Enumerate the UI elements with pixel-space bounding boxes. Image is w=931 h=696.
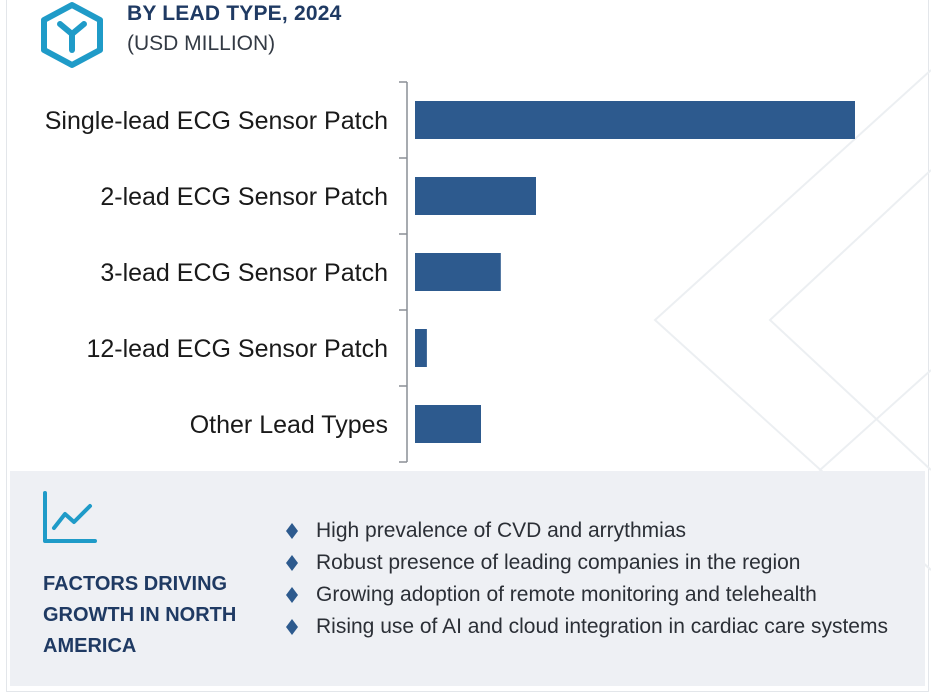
factor-text: Growing adoption of remote monitoring an… <box>316 583 817 606</box>
diamond-bullet-icon <box>286 555 298 571</box>
bar <box>415 177 536 215</box>
bar <box>415 101 855 139</box>
factor-item: Rising use of AI and cloud integration i… <box>284 611 894 643</box>
category-label: 2-lead ECG Sensor Patch <box>100 183 388 211</box>
chart-subtitle: (USD MILLION) <box>127 32 276 55</box>
diamond-bullet-icon <box>286 523 298 539</box>
bar <box>415 405 481 443</box>
category-label: Single-lead ECG Sensor Patch <box>45 107 388 135</box>
chart-title: BY LEAD TYPE, 2024 <box>127 2 342 25</box>
category-label: 12-lead ECG Sensor Patch <box>86 335 388 363</box>
category-label: 3-lead ECG Sensor Patch <box>100 259 388 287</box>
factors-list: High prevalence of CVD and arrythmias Rob… <box>284 515 894 643</box>
y-hexagon-logo-icon <box>41 2 103 68</box>
factor-text: Robust presence of leading companies in … <box>316 551 801 574</box>
factor-text: High prevalence of CVD and arrythmias <box>316 519 687 542</box>
factors-panel <box>10 471 925 686</box>
diamond-bullet-icon <box>286 587 298 603</box>
diamond-bullet-icon <box>286 619 298 635</box>
trend-line-chart-icon <box>43 491 97 543</box>
category-label: Other Lead Types <box>190 411 388 439</box>
factor-item: High prevalence of CVD and arrythmias <box>284 515 894 547</box>
factor-item: Robust presence of leading companies in … <box>284 547 894 579</box>
factors-title: FACTORS DRIVING GROWTH IN NORTH AMERICA <box>43 573 237 657</box>
bar-chart: Single-lead ECG Sensor Patch 2-lead ECG S… <box>45 81 855 463</box>
bar <box>415 329 427 367</box>
factor-text: Rising use of AI and cloud integration i… <box>316 615 888 638</box>
factor-item: Growing adoption of remote monitoring an… <box>284 579 894 611</box>
bar <box>415 253 501 291</box>
